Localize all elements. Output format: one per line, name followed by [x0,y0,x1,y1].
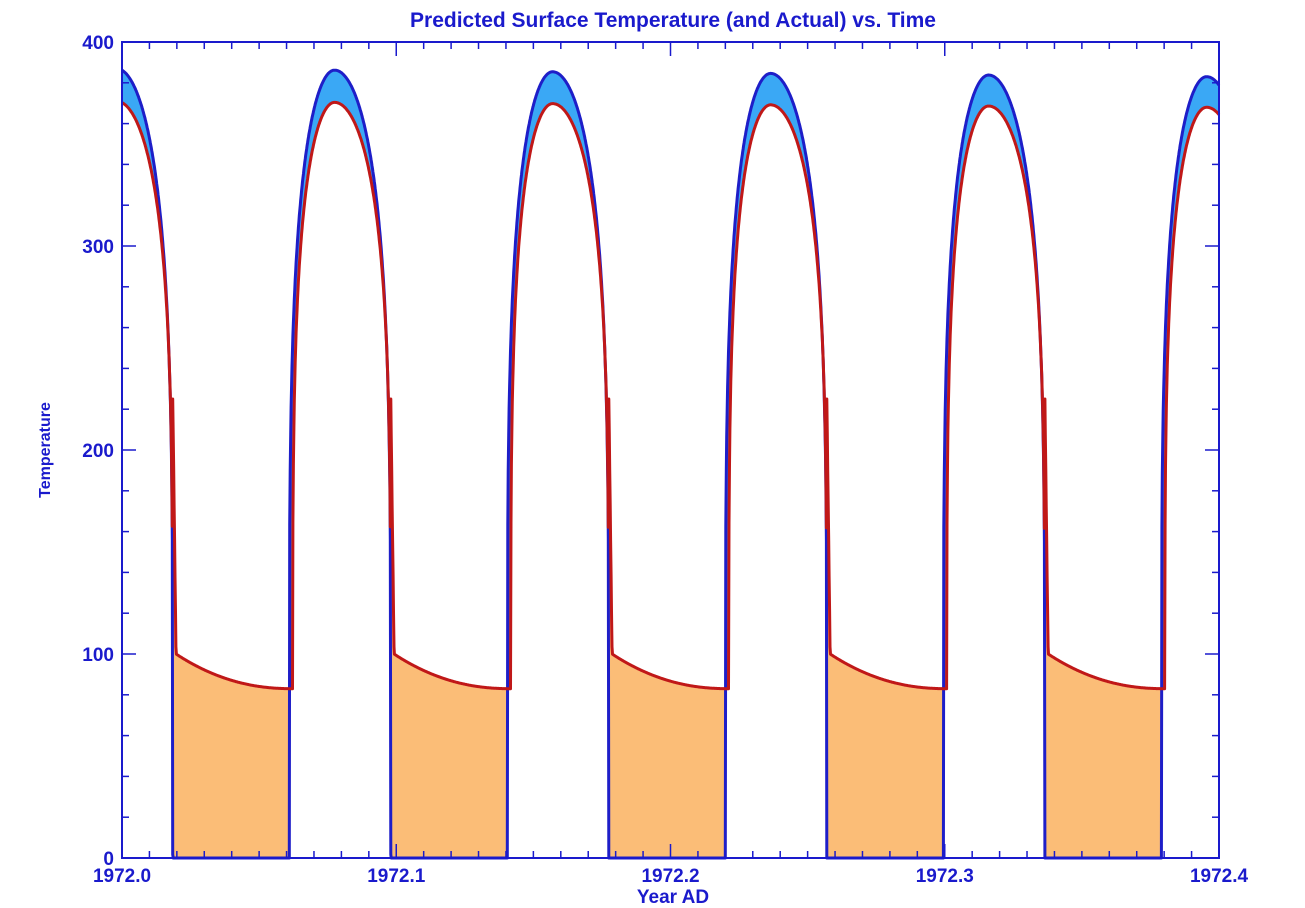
series-line-actual [121,100,1221,691]
predicted-above-fill [122,70,170,358]
y-tick-label: 0 [103,849,114,870]
y-axis-label: Temperature [37,402,54,498]
chart-title: Predicted Surface Temperature (and Actua… [410,9,936,32]
y-tick-label: 100 [82,645,114,666]
fill-layer [122,70,1219,858]
x-axis-label: Year AD [637,887,709,908]
x-tick-label: 1972.4 [1190,866,1249,887]
x-tick-label: 1972.0 [93,866,151,887]
axes: 1972.0 1972.1 1972.2 1972.3 1972.4 0 100 200 300… [82,33,1248,887]
predicted-above-fill [1161,76,1219,689]
actual-above-fill [823,360,944,858]
y-tick-label: 300 [82,237,114,258]
actual-above-fill [605,359,726,858]
x-tick-label: 1972.2 [641,866,699,887]
actual-above-fill [387,371,508,858]
x-tick-label: 1972.1 [367,866,426,887]
actual-above-fill [169,370,290,858]
y-tick-label: 200 [82,441,114,462]
actual-above-fill [1041,361,1162,858]
y-tick-label: 400 [82,33,114,54]
x-tick-label: 1972.3 [916,866,974,887]
